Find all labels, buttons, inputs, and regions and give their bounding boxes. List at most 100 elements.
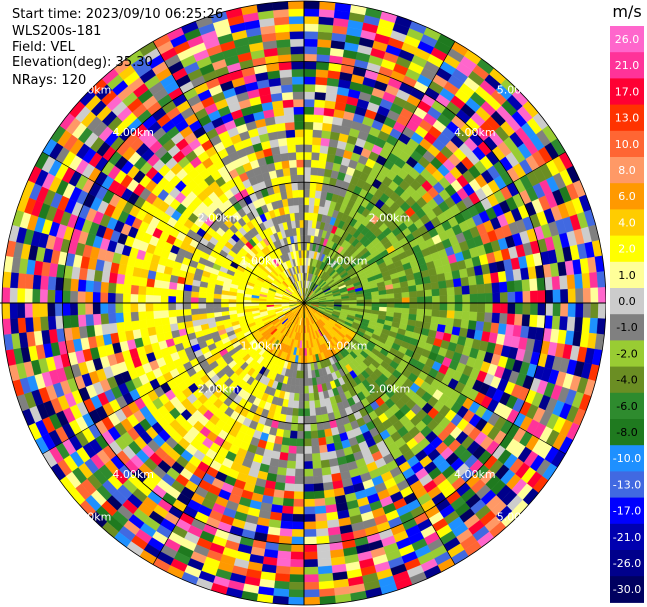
velocity-cell (175, 296, 184, 304)
velocity-cell (482, 321, 492, 333)
velocity-cell (507, 291, 516, 304)
velocity-cell (445, 279, 455, 289)
velocity-cell (296, 438, 305, 447)
colorbar-tick-label: -2.0 (616, 347, 637, 360)
velocity-cell (313, 490, 325, 500)
velocity-cell (316, 422, 325, 431)
velocity-cell (146, 318, 156, 328)
velocity-cell (308, 400, 316, 409)
colorbar-swatch (610, 550, 644, 577)
velocity-cell (69, 290, 78, 304)
velocity-cell (446, 310, 455, 319)
velocity-cell (581, 272, 591, 289)
range-ring-label: 4.00km (454, 126, 496, 139)
velocity-cell (325, 92, 338, 102)
velocity-cell (292, 197, 300, 206)
velocity-cell (303, 544, 318, 553)
velocity-cell (371, 294, 380, 300)
velocity-cell (393, 307, 403, 314)
velocity-cell (54, 302, 63, 317)
velocity-cell (297, 423, 305, 432)
velocity-cell (310, 430, 319, 439)
velocity-cell (303, 99, 315, 108)
velocity-cell (371, 298, 380, 304)
nrays-label: NRays: 120 (12, 73, 87, 88)
velocity-cell (291, 521, 305, 530)
velocity-cell (454, 310, 463, 320)
colorbar-swatch (610, 235, 644, 263)
velocity-cell (566, 274, 576, 290)
velocity-cell (303, 506, 316, 515)
colorbar-swatch (610, 130, 644, 158)
velocity-cell (297, 415, 305, 424)
velocity-cell (276, 466, 287, 476)
velocity-cell (536, 315, 546, 329)
velocity-cell (294, 468, 305, 477)
velocity-cell (297, 174, 305, 183)
velocity-cell (289, 167, 298, 176)
velocity-cell (477, 293, 486, 304)
velocity-cell (379, 298, 388, 304)
velocity-cell (299, 212, 305, 221)
velocity-cell (439, 309, 448, 319)
velocity-cell (430, 281, 440, 290)
velocity-cell (574, 317, 584, 333)
velocity-cell (292, 513, 305, 523)
colorbar-tick-label: -30.0 (613, 583, 641, 596)
velocity-cell (303, 8, 320, 17)
velocity-cell (296, 166, 305, 175)
velocity-cell (537, 290, 546, 304)
velocity-cell (228, 306, 237, 312)
velocity-cell (490, 322, 500, 334)
velocity-cell (469, 284, 478, 295)
velocity-cell (1, 287, 11, 304)
velocity-cell (190, 308, 200, 315)
velocity-cell (454, 302, 463, 312)
velocity-cell (39, 275, 49, 290)
velocity-cell (284, 475, 296, 485)
velocity-cell (590, 302, 599, 319)
velocity-cell (275, 31, 291, 41)
velocity-cell (363, 295, 373, 300)
velocity-cell (303, 423, 311, 432)
velocity-cell (467, 320, 477, 331)
velocity-cell (273, 580, 290, 590)
velocity-cell (303, 581, 320, 591)
azimuth-spoke (303, 302, 456, 565)
velocity-cell (290, 38, 305, 47)
velocity-cell (597, 302, 606, 319)
velocity-cell (299, 227, 305, 236)
velocity-cell (308, 204, 315, 214)
velocity-cell (318, 444, 328, 454)
velocity-cell (294, 476, 305, 485)
velocity-cell (581, 317, 591, 334)
velocity-cell (299, 370, 305, 379)
velocity-cell (590, 287, 599, 304)
velocity-cell (190, 302, 199, 310)
velocity-cell (277, 46, 292, 56)
velocity-cell (291, 61, 305, 70)
velocity-cell (283, 175, 292, 184)
velocity-cell (24, 302, 33, 318)
range-ring-label: 2.00km (198, 382, 240, 395)
velocity-cell (544, 315, 553, 330)
velocity-cell (289, 31, 305, 40)
velocity-cell (322, 474, 333, 484)
velocity-cell (321, 466, 332, 476)
velocity-cell (310, 167, 319, 176)
velocity-cell (430, 316, 440, 325)
velocity-cell (529, 314, 538, 328)
velocity-cell (566, 316, 576, 332)
velocity-cell (228, 302, 237, 308)
velocity-cell (130, 311, 139, 322)
velocity-cell (131, 275, 141, 286)
velocity-cell (530, 302, 539, 316)
velocity-cell (278, 535, 292, 545)
azimuth-spoke (152, 41, 305, 304)
velocity-cell (316, 550, 331, 560)
velocity-cell (311, 144, 321, 153)
velocity-cell (314, 91, 327, 101)
velocity-cell (277, 550, 292, 560)
velocity-cell (439, 295, 448, 304)
colorbar-tick-label: -4.0 (616, 374, 637, 387)
